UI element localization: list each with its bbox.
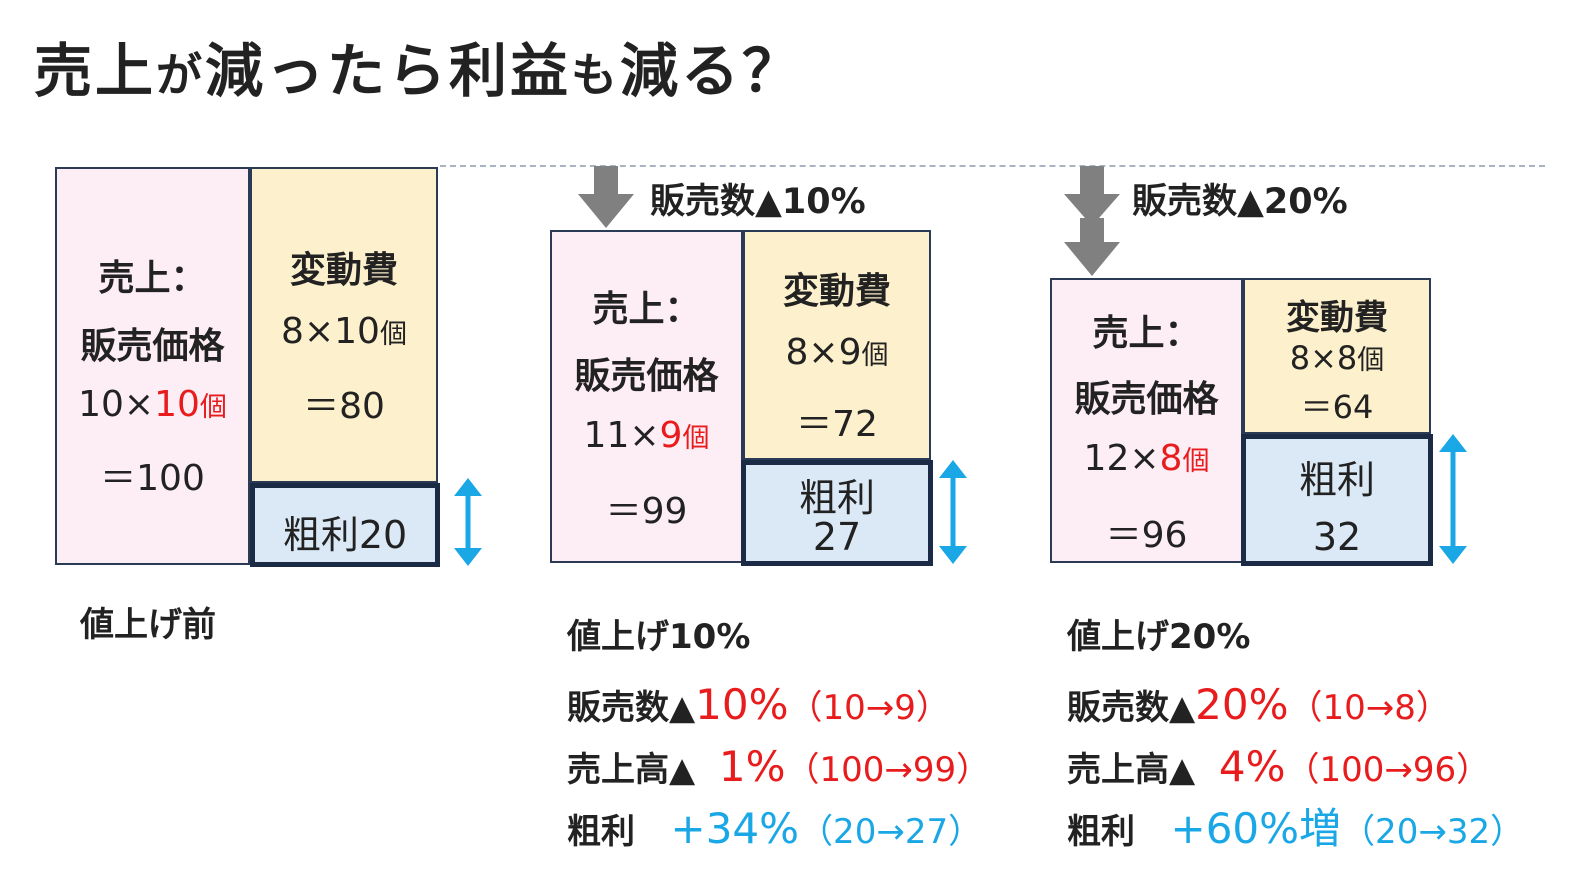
gross-profit-box-10: 粗利 27 bbox=[741, 460, 933, 566]
volume-drop-arrow-1 bbox=[578, 166, 634, 228]
sales-total: ＝99 bbox=[605, 491, 688, 532]
sales-box-10: 売上： 販売価格 11×9個 ＝99 bbox=[550, 230, 743, 563]
volume-drop-label-1: 販売数▲10% bbox=[650, 182, 866, 222]
summary-sales-20: 売上高▲ 4%（100→96） bbox=[1067, 742, 1491, 791]
sales-sublabel: 販売価格 bbox=[1074, 379, 1219, 420]
gross-profit-label: 粗利20 bbox=[282, 513, 408, 557]
variable-cost-label: 変動費 bbox=[1286, 298, 1388, 338]
page-title: 売上が減ったら利益も減る？ bbox=[34, 37, 804, 105]
sales-formula: 12×8個 bbox=[1083, 438, 1210, 479]
sales-sublabel: 販売価格 bbox=[574, 356, 719, 397]
sales-label: 売上： bbox=[1092, 313, 1201, 354]
gross-profit-box-before: 粗利20 bbox=[250, 483, 440, 567]
summary-sales-10: 売上高▲ 1%（100→99） bbox=[567, 742, 991, 791]
sales-box-20: 売上： 販売価格 12×8個 ＝96 bbox=[1050, 278, 1243, 563]
gross-profit-label: 粗利 bbox=[1298, 458, 1375, 502]
sales-total: ＝96 bbox=[1105, 515, 1188, 556]
sales-sublabel: 販売価格 bbox=[80, 326, 225, 367]
summary-gross-10: 粗利 +34%（20→27） bbox=[567, 804, 983, 853]
variable-cost-formula: 8×8個 bbox=[1289, 339, 1385, 377]
volume-drop-label-2: 販売数▲20% bbox=[1132, 182, 1348, 222]
variable-cost-formula: 8×10個 bbox=[281, 311, 407, 352]
sales-box-before: 売上： 販売価格 10×10個 ＝100 bbox=[55, 167, 250, 565]
caption-before: 値上げ前 bbox=[80, 605, 216, 645]
variable-cost-label: 変動費 bbox=[782, 271, 891, 312]
gross-profit-label: 粗利 bbox=[798, 476, 875, 520]
sales-label: 売上： bbox=[592, 289, 701, 330]
summary-volume-20: 販売数▲20%（10→8） bbox=[1067, 680, 1450, 729]
variable-cost-total: ＝64 bbox=[1300, 388, 1374, 426]
variable-cost-total: ＝80 bbox=[303, 386, 385, 427]
variable-cost-total: ＝72 bbox=[796, 404, 878, 445]
gross-profit-arrow-20 bbox=[1439, 434, 1467, 564]
sales-label: 売上： bbox=[98, 258, 207, 299]
summary-gross-20: 粗利 +60%増（20→32） bbox=[1067, 804, 1525, 853]
variable-cost-box-before: 変動費 8×10個 ＝80 bbox=[250, 167, 438, 483]
gross-profit-box-20: 粗利 32 bbox=[1241, 434, 1433, 566]
sales-formula: 10×10個 bbox=[78, 384, 227, 425]
gross-profit-value: 32 bbox=[1312, 515, 1362, 559]
variable-cost-label: 変動費 bbox=[289, 250, 398, 291]
variable-cost-formula: 8×9個 bbox=[785, 332, 889, 373]
gross-profit-arrow-before bbox=[454, 478, 482, 566]
summary-volume-10: 販売数▲10%（10→9） bbox=[567, 680, 950, 729]
sales-total: ＝100 bbox=[100, 458, 205, 499]
variable-cost-box-10: 変動費 8×9個 ＝72 bbox=[743, 230, 931, 460]
variable-cost-box-20: 変動費 8×8個 ＝64 bbox=[1243, 278, 1431, 434]
summary-heading-20: 値上げ20% bbox=[1067, 617, 1251, 657]
baseline-divider bbox=[440, 165, 1545, 167]
gross-profit-value: 27 bbox=[812, 515, 862, 559]
volume-drop-arrow-2 bbox=[1064, 166, 1120, 276]
summary-heading-10: 値上げ10% bbox=[567, 617, 751, 657]
sales-formula: 11×9個 bbox=[583, 415, 710, 456]
gross-profit-arrow-10 bbox=[939, 460, 967, 564]
